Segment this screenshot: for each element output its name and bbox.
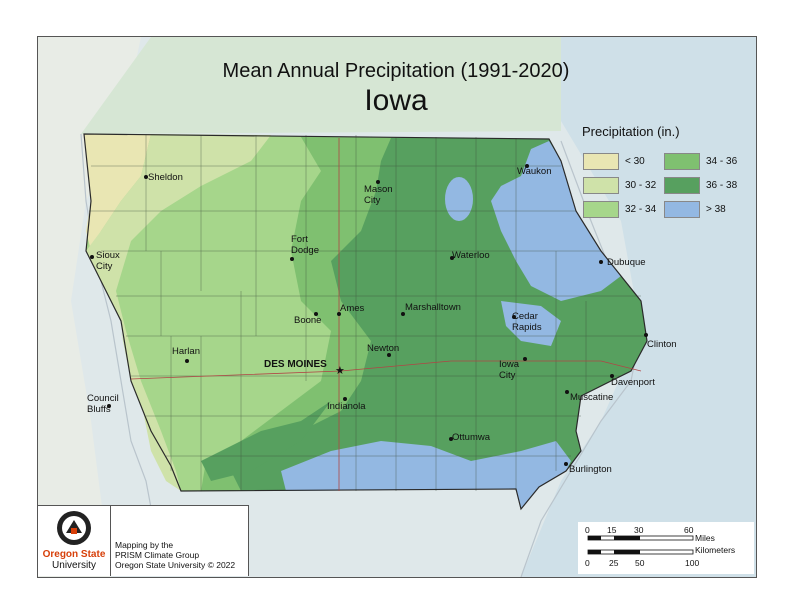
label-ames: Ames [340,303,365,314]
interstate-80 [130,360,642,380]
label-council-bluffs: Council Bluffs [87,393,119,415]
legend-label-4: 34 - 36 [706,156,738,167]
dry-region-west [38,37,141,577]
label-dubuque: Dubuque [607,257,646,268]
label-waterloo: Waterloo [452,250,490,261]
km-tick-25: 25 [609,558,619,568]
north-green-region [81,37,561,134]
label-burlington: Burlington [569,464,612,475]
credit-line-1: Mapping by the [115,540,174,550]
label-iowa-city: Iowa City [499,359,520,381]
river-missouri [80,133,162,562]
dot-sioux-city [90,255,94,259]
label-marshalltown: Marshalltown [405,302,461,313]
label-muscatine: Muscatine [570,392,614,403]
dot-council-bluffs [107,404,111,408]
dot-waukon [525,164,529,168]
label-mason-city: Mason City [364,184,393,206]
legend-swatch-6 [664,201,700,218]
km-tick-50: 50 [635,558,645,568]
dot-mason-city [376,180,380,184]
osu-name-line2: University [52,560,96,571]
dot-sheldon [144,175,148,179]
legend-label-3: 32 - 34 [625,204,657,215]
map-subtitle: Iowa [364,84,428,117]
label-davenport: Davenport [611,377,655,388]
dot-boone [314,312,318,316]
iowa-zone-over-38-south [281,441,571,509]
legend-label-6: > 38 [706,204,726,215]
iowa-zone-36-38-southwest [201,401,331,481]
iowa-zone-30-32 [86,134,271,491]
label-ottumwa: Ottumwa [452,432,491,443]
label-newton: Newton [367,343,400,354]
label-harlan: Harlan [172,346,200,357]
map-canvas: ★ [38,37,756,577]
osu-name-line1: Oregon State [42,549,106,560]
label-indianola: Indianola [327,401,366,412]
legend-swatch-2 [583,177,619,194]
iowa-zone-under-30 [84,134,151,251]
county-grid [89,135,647,491]
km-tick-0: 0 [585,558,590,568]
dot-newton [387,353,391,357]
legend-label-2: 30 - 32 [625,180,657,191]
miles-tick-15: 15 [607,525,617,535]
capital-star-icon: ★ [335,364,345,377]
label-sioux-city: Sioux City [96,250,120,272]
legend-swatch-5 [664,177,700,194]
osu-seal-icon [57,511,91,545]
iowa-outline [83,133,648,511]
dot-waterloo [450,256,454,260]
iowa-zone-over-38-north-spot [445,177,473,221]
scale-bars [587,535,694,555]
miles-tick-0: 0 [585,525,590,535]
label-sheldon: Sheldon [148,172,183,183]
miles-tick-30: 30 [634,525,644,535]
dot-iowa-city [523,357,527,361]
legend-swatch-4 [664,153,700,170]
dot-davenport [610,374,614,378]
label-fort-dodge: Fort Dodge [291,234,319,256]
credit-box: Oregon State University Mapping by the P… [38,505,249,576]
label-clinton: Clinton [647,339,677,350]
dot-cedar-rapids [512,315,516,319]
label-des-moines: DES MOINES [264,359,327,370]
dot-indianola [343,397,347,401]
dot-harlan [185,359,189,363]
dot-burlington [564,462,568,466]
legend-swatch-1 [583,153,619,170]
dot-muscatine [565,390,569,394]
credit-line-3: Oregon State University © 2022 [115,560,236,570]
legend-title: Precipitation (in.) [582,124,680,139]
credit-line-2: PRISM Climate Group [115,550,200,560]
label-waukon: Waukon [517,166,552,177]
label-boone: Boone [294,315,322,326]
km-unit: Kilometers [695,545,736,555]
dot-ottumwa [449,437,453,441]
dot-ames [337,312,341,316]
miles-unit: Miles [695,533,715,543]
label-cedar-rapids: Cedar Rapids [512,311,542,333]
dot-marshalltown [401,312,405,316]
city-dots [90,164,648,466]
km-tick-100: 100 [685,558,700,568]
river-mississippi [520,140,642,577]
legend-label-1: < 30 [625,156,645,167]
map-frame: ★ [37,36,757,578]
map-title: Mean Annual Precipitation (1991-2020) [222,60,570,82]
iowa-zone-over-38-northeast [491,141,621,301]
dot-fort-dodge [290,257,294,261]
dot-clinton [644,333,648,337]
legend-swatch-3 [583,201,619,218]
miles-tick-60: 60 [684,525,694,535]
logo-box: Oregon State University [38,506,111,576]
legend-label-5: 36 - 38 [706,180,738,191]
dot-dubuque [599,260,603,264]
scale-bar: 0 15 30 60 Miles Kilometers 0 25 50 100 [578,522,754,574]
